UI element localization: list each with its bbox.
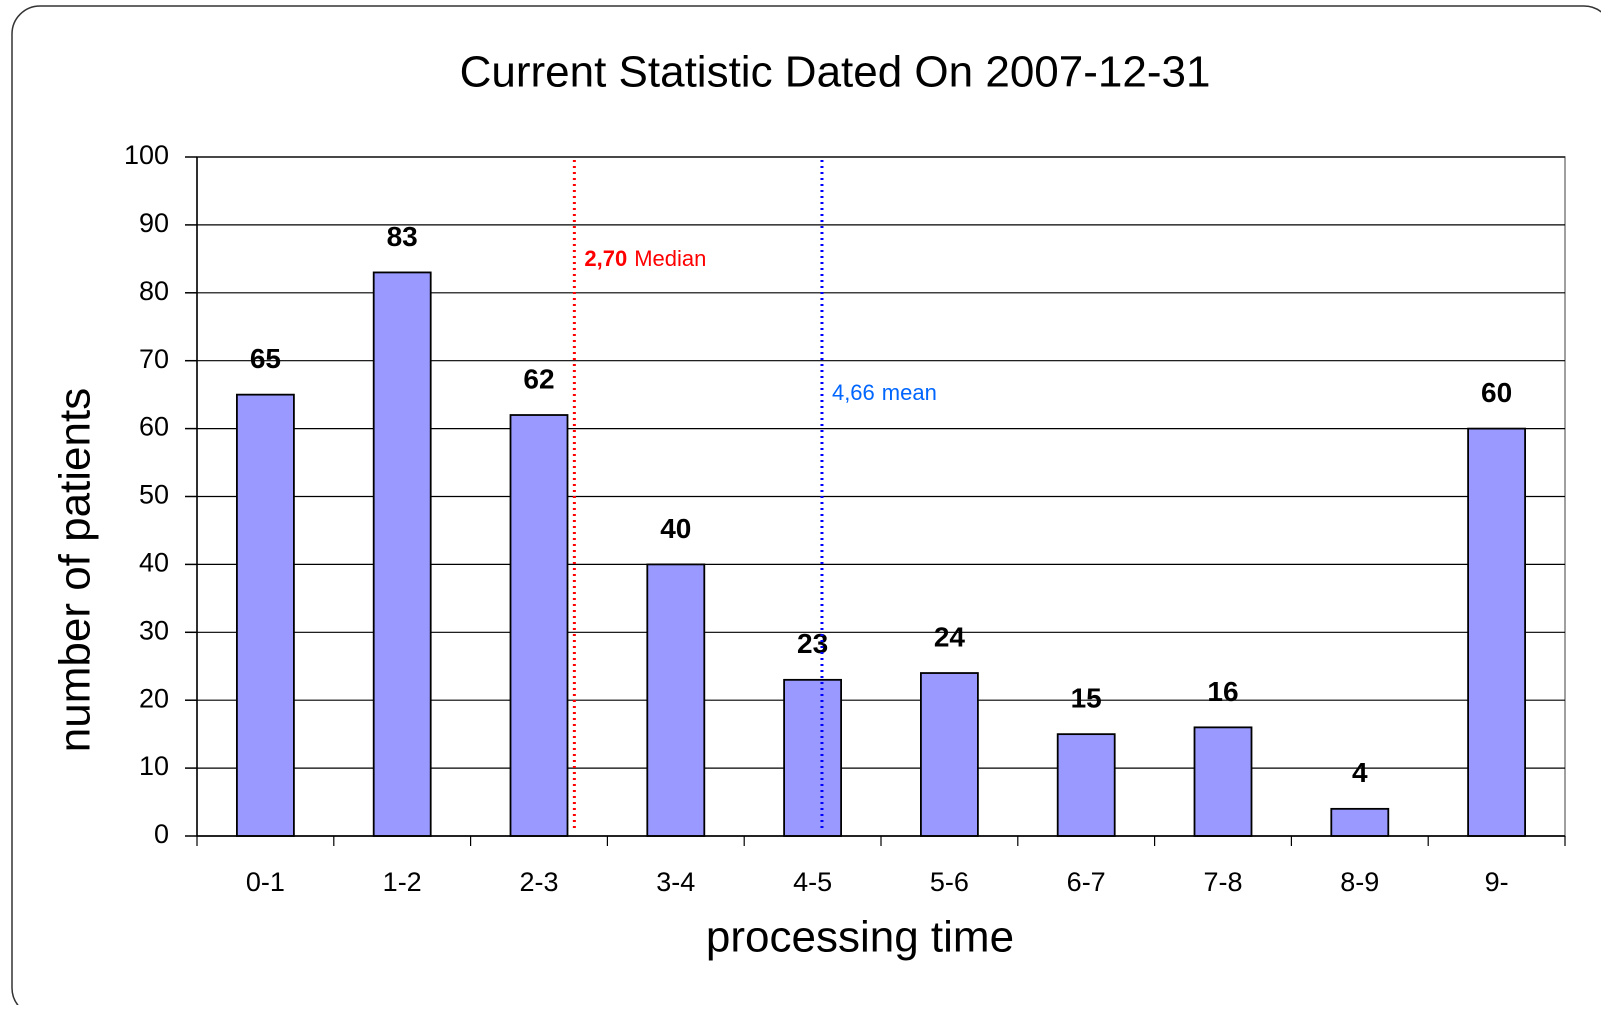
data-label: 60 (1481, 377, 1512, 408)
reference-label: 4,66 mean (832, 380, 937, 405)
bar (235, 393, 295, 837)
chart-title: Current Statistic Dated On 2007-12-31 (460, 48, 1211, 97)
y-tick-label: 100 (124, 140, 169, 170)
bar (372, 271, 432, 837)
y-tick-label: 70 (139, 344, 169, 374)
data-label: 4 (1352, 757, 1368, 788)
data-label: 65 (250, 343, 281, 374)
reference-label: 2,70 Median (584, 246, 706, 271)
bar (646, 563, 706, 837)
y-tick-label: 10 (139, 751, 169, 781)
data-label: 16 (1207, 676, 1238, 707)
x-tick-label: 0-1 (246, 867, 285, 897)
bar (1056, 733, 1116, 837)
x-axis-label: processing time (706, 913, 1014, 962)
x-tick-label: 5-6 (930, 867, 969, 897)
data-label: 62 (523, 363, 554, 394)
x-tick-label: 3-4 (656, 867, 695, 897)
bar (920, 672, 979, 837)
y-tick-label: 30 (139, 615, 169, 645)
y-axis-label: number of patients (51, 388, 100, 752)
x-tick-label: 7-8 (1203, 867, 1242, 897)
bar (1330, 807, 1390, 837)
data-label: 83 (387, 221, 418, 252)
bar (1467, 427, 1526, 837)
data-label: 23 (797, 628, 828, 659)
x-tick-label: 1-2 (383, 867, 422, 897)
y-tick-label: 50 (139, 480, 169, 510)
data-label: 15 (1071, 683, 1102, 714)
x-tick-label: 9- (1485, 867, 1509, 897)
frame (11, 5, 1601, 1010)
reference-value: 4,66 (832, 380, 875, 405)
reference-name: Median (634, 246, 706, 271)
y-tick-label: 40 (139, 548, 169, 578)
x-tick-label: 2-3 (519, 867, 558, 897)
x-tick-label: 8-9 (1340, 867, 1379, 897)
data-label: 40 (660, 513, 691, 544)
y-tick-label: 90 (139, 208, 169, 238)
y-tick-label: 60 (139, 412, 169, 442)
reference-value: 2,70 (584, 246, 627, 271)
bar (783, 678, 842, 837)
reference-name: mean (882, 380, 937, 405)
x-tick-label: 4-5 (793, 867, 832, 897)
y-tick-label: 80 (139, 276, 169, 306)
y-tick-label: 20 (139, 683, 169, 713)
bar (509, 414, 569, 837)
bar (1193, 726, 1253, 837)
x-tick-label: 6-7 (1067, 867, 1106, 897)
data-label: 24 (934, 621, 966, 652)
y-tick-label: 0 (154, 819, 169, 849)
